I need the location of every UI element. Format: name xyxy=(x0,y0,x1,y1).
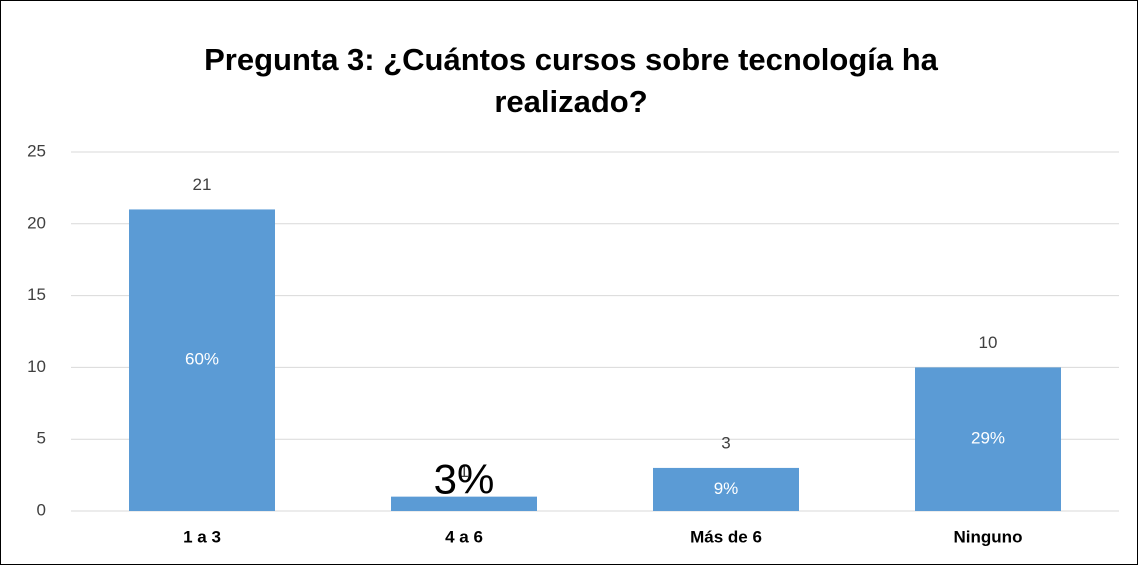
percent-label: 60% xyxy=(185,350,219,369)
bar xyxy=(915,367,1061,511)
value-label: 3 xyxy=(721,433,730,452)
x-tick-label: Ninguno xyxy=(954,527,1023,546)
percent-label: 9% xyxy=(714,479,739,498)
value-label: 1 xyxy=(459,462,468,481)
x-tick-label: 4 a 6 xyxy=(445,527,483,546)
bar xyxy=(129,209,275,511)
y-tick-label: 20 xyxy=(27,213,46,232)
value-label: 21 xyxy=(193,175,212,194)
value-label: 10 xyxy=(979,333,998,352)
y-tick-label: 5 xyxy=(37,429,46,448)
y-tick-label: 25 xyxy=(27,141,46,160)
percent-label: 29% xyxy=(971,429,1005,448)
percent-label: 3% xyxy=(434,456,495,503)
bar xyxy=(391,496,537,511)
chart-title: Pregunta 3: ¿Cuántos cursos sobre tecnol… xyxy=(204,42,938,119)
x-tick-label: 1 a 3 xyxy=(183,527,221,546)
y-tick-label: 0 xyxy=(37,500,46,519)
y-tick-label: 15 xyxy=(27,285,46,304)
bar xyxy=(653,467,799,511)
y-tick-label: 10 xyxy=(27,357,46,376)
x-tick-label: Más de 6 xyxy=(690,527,762,546)
